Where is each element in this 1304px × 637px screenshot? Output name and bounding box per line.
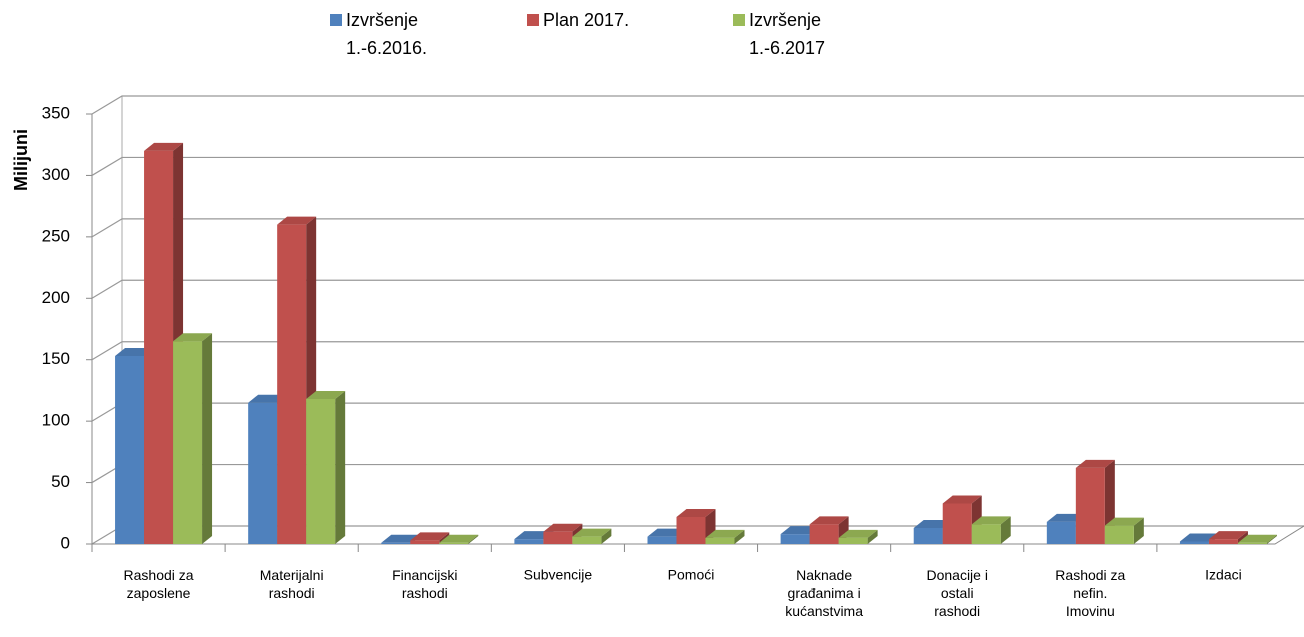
x-axis-line [92,525,1304,545]
bar-face [381,542,411,544]
x-tick-label: Rashodi za zaposlene [124,567,194,601]
bar-face [277,216,317,225]
bar-face [173,341,203,544]
bar-face [144,142,184,151]
bar-face [1075,459,1115,468]
bar-face [809,516,849,525]
bar-face [572,536,602,544]
bar-face [202,333,213,544]
bar-face [543,523,583,532]
bar [439,534,479,544]
bar-face [1046,521,1076,544]
bar-face [410,532,450,541]
bar [971,516,1011,544]
bar-face [1266,534,1277,544]
bar-face [838,537,868,544]
bar-face [514,539,544,544]
y-tick-label: 0 [61,533,70,552]
legend-label: Izvršenje 1.-6.2016. [346,10,427,58]
bar [173,333,213,544]
bar-face [1104,525,1134,544]
bar [1075,459,1115,544]
bar-face [838,529,878,538]
bar-face [115,356,145,544]
y-axis-title: Milijuni [11,129,31,191]
y-tick-label: 50 [51,472,70,491]
y-tick-label: 300 [42,165,70,184]
y-tick-label: 150 [42,349,70,368]
grid-line [91,279,1304,299]
bar [306,391,346,544]
bar-face [306,399,336,544]
bar [572,528,612,544]
grid-line [91,95,1304,115]
bar-face [647,536,677,544]
bar-face [1104,517,1144,526]
x-tick-label: Financijski rashodi [392,567,457,601]
bar-face [468,534,479,544]
bar-face [942,495,982,504]
bar-face [676,516,706,544]
x-tick-label: Donacije i ostali rashodi [926,567,987,619]
x-tick-label: Izdaci [1205,567,1242,583]
grid-line [91,156,1304,176]
bar [1237,534,1277,544]
bar-face [439,542,469,544]
bar [676,508,716,544]
bar-face [676,508,716,517]
grid-line [91,341,1304,361]
bar-face [1237,534,1277,543]
x-tick-label: Subvencije [524,567,593,583]
bar-face [942,503,972,544]
y-tick-label: 350 [42,103,70,122]
x-tick-label: Rashodi za nefin. Imovinu [1055,567,1125,619]
bar [705,529,745,544]
x-tick-label: Pomoći [668,567,715,583]
legend-label: Plan 2017. [543,10,629,30]
bar-face [277,224,307,545]
bar-face [705,537,735,544]
bar-face [1237,542,1267,544]
bar-face [809,524,839,544]
bar-face [1133,517,1144,544]
bar-face [601,528,612,544]
bar-face [543,531,573,544]
bar-face [1000,516,1011,544]
x-tick-label: Materijalni rashodi [260,567,324,601]
bar-face [439,534,479,543]
bar-face [248,402,278,544]
bar-face [572,528,612,537]
bar [410,532,450,544]
x-tick-label: Naknade građanima i kućanstvima [785,567,863,619]
bar-face [410,540,440,544]
bar-face [705,529,745,538]
y-tick-label: 200 [42,288,70,307]
bar [1104,517,1144,544]
bar-face [173,333,213,342]
bar-face [1208,531,1248,540]
bar [838,529,878,544]
bar-face [971,524,1001,544]
legend-swatch [733,14,745,26]
bar-face [780,534,810,544]
bar-face [734,529,745,544]
bar-face [1179,541,1209,544]
bar-face [971,516,1011,525]
bar-face [335,391,346,544]
bar-face [913,528,943,544]
grid-line [91,218,1304,238]
y-tick-label: 100 [42,411,70,430]
bar-face [306,391,346,400]
bar-face [1208,539,1238,544]
bar-face [144,150,174,544]
legend-label: Izvršenje 1.-6.2017 [749,10,825,58]
bar-face [867,529,878,544]
legend-swatch [330,14,342,26]
legend-swatch [527,14,539,26]
bar-face [1075,467,1105,544]
y-tick-label: 250 [42,226,70,245]
